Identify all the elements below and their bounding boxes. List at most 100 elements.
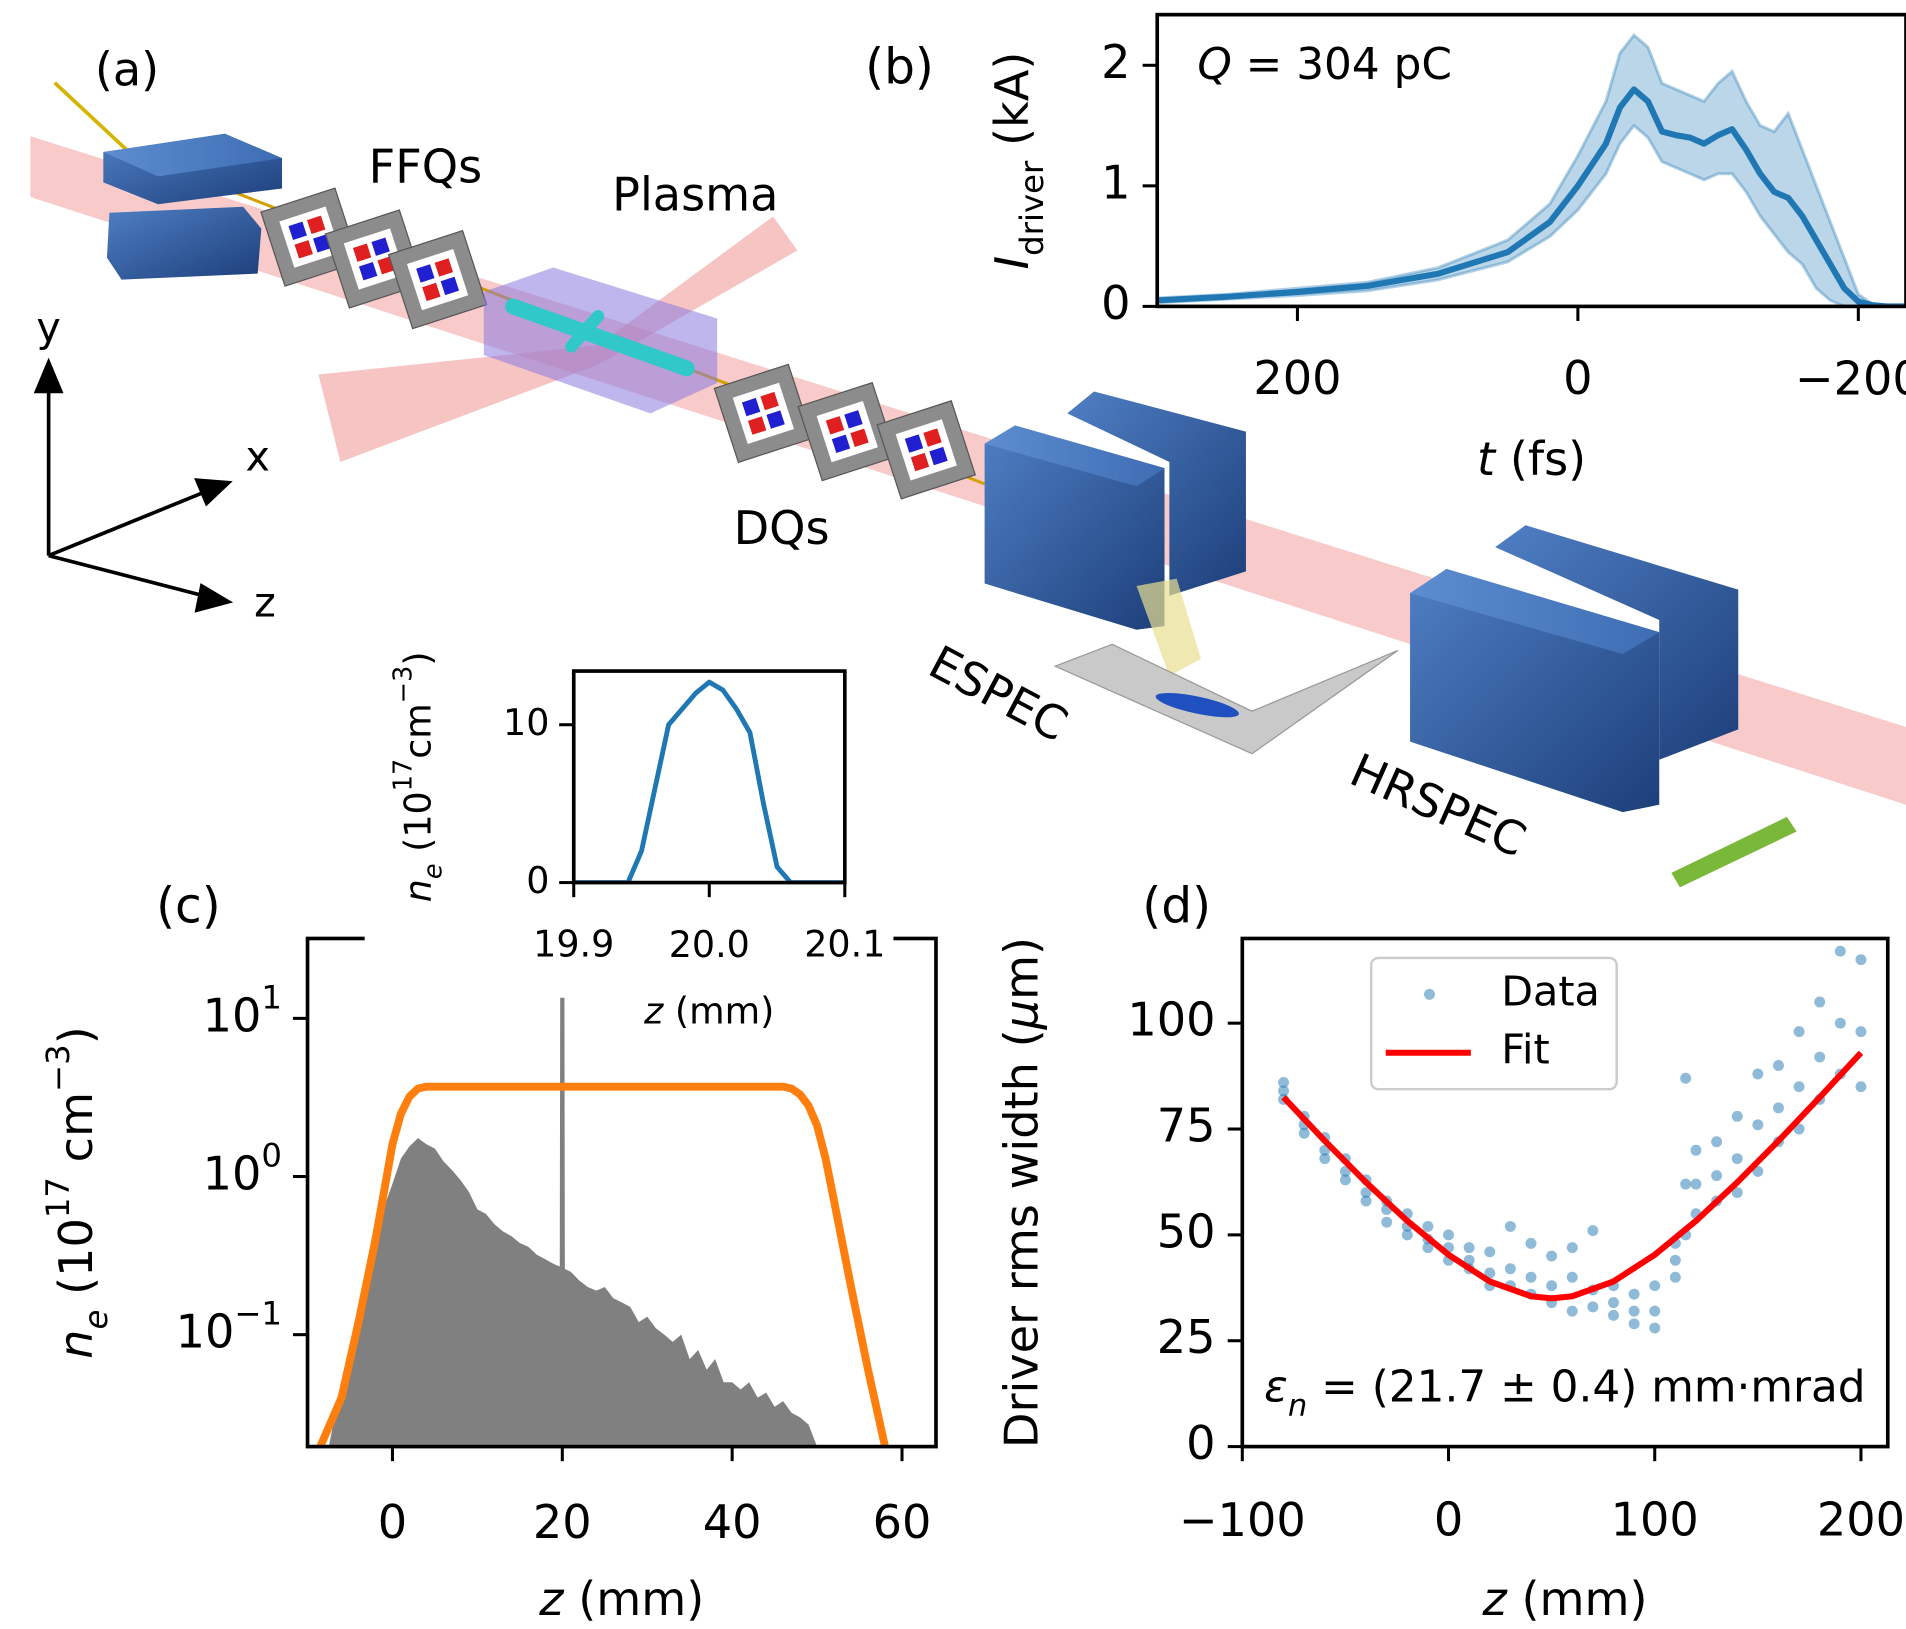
y-axis-label-part: n [396, 879, 439, 902]
hrspec-screen [1671, 816, 1797, 888]
tick-text: 20.0 [669, 922, 750, 965]
x-tick-label: 20.1 [804, 922, 885, 965]
data-point [1731, 1187, 1743, 1199]
tick-exponent: −1 [234, 1295, 282, 1333]
y-tick-label: 0 [526, 859, 549, 902]
line [316, 1082, 889, 1447]
tick-text: 10 [203, 988, 262, 1042]
data-point [1628, 1318, 1640, 1330]
data-point [1731, 1153, 1743, 1165]
data-point [1649, 1322, 1661, 1334]
line [1281, 1050, 1864, 1302]
x-axis-label: t (fs) [1477, 431, 1586, 485]
y-axis-label-part: −3 [388, 666, 418, 704]
data-point [1504, 1220, 1516, 1232]
quadrupole [797, 381, 898, 482]
data-point [1525, 1271, 1537, 1283]
data-point [1546, 1280, 1558, 1292]
data-point [1773, 1060, 1784, 1071]
axis-name: z [254, 578, 276, 626]
component-label: Plasma [612, 168, 778, 222]
data-point [1855, 1081, 1867, 1093]
data-point [1752, 1068, 1764, 1080]
y-tick-label: 2 [1101, 35, 1130, 89]
chart: −100 0 100 200 0 25 50 75 100 z (mm) Driver rms wi… [994, 878, 1905, 1625]
y-axis-label-part: m) [994, 937, 1048, 1000]
y-tick-label: 0 [1186, 1416, 1215, 1470]
y-tick-label: 10 [503, 701, 549, 744]
axis-name: x [245, 433, 269, 481]
inset-background [364, 644, 894, 967]
data-point [1463, 1242, 1475, 1254]
x-tick-label: 100 [1611, 1493, 1699, 1547]
panel-label: (d) [1142, 878, 1211, 934]
y-axis-label: ne (1017cm−3) [388, 651, 448, 902]
x-axis-label-part: t [1477, 431, 1497, 485]
x-tick-label: −200 [1795, 351, 1906, 405]
plasma-capillary [565, 310, 605, 353]
band-edge [1157, 32, 1906, 307]
data-point [1381, 1216, 1393, 1228]
data-point [1628, 1288, 1640, 1300]
data-point [1711, 1170, 1723, 1182]
y-axis-label-part: −3 [39, 1044, 77, 1092]
axes-frame [1155, 12, 1906, 309]
x-axis-label-part: z [538, 1572, 565, 1626]
annotation-part: Q [1197, 39, 1231, 90]
x-tick-label: 0 [378, 1495, 407, 1549]
annotation: Q = 304 pC [1197, 39, 1452, 90]
component-label: DQs [734, 501, 830, 555]
annotation: εn = (21.7 ± 0.4) mm·mrad [1264, 1361, 1865, 1423]
y-tick-label: 101 [203, 978, 282, 1042]
data-point [1814, 1051, 1826, 1063]
data-point [1566, 1271, 1578, 1283]
y-axis-label: Driver rms width (μm) [994, 937, 1048, 1448]
x-axis-label-part: (mm) [663, 989, 774, 1032]
data-point [1731, 1110, 1743, 1122]
plot-area [573, 679, 845, 883]
data-point [1484, 1267, 1496, 1279]
annotation-part: n [1288, 1388, 1307, 1423]
x-tick-label: 20 [533, 1495, 592, 1549]
data-point [1360, 1195, 1372, 1207]
data-point [1649, 1305, 1661, 1317]
data-point [1855, 954, 1867, 966]
tick-text: 10 [203, 1146, 262, 1200]
y-axis-label-part: e [418, 863, 448, 879]
y-axis-label-part: 17 [39, 1177, 77, 1218]
legend-label: Fit [1501, 1026, 1549, 1074]
plot-area [316, 997, 889, 1447]
y-axis-label: ne (1017 cm−3) [39, 1026, 115, 1359]
panel-label: (c) [156, 878, 221, 934]
y-tick-label: 0 [1101, 276, 1130, 330]
data-point [1834, 1017, 1846, 1029]
data-point [1422, 1220, 1434, 1232]
y-axis-label-part: Driver rms width ( [994, 1029, 1048, 1448]
data-point [1484, 1246, 1496, 1258]
data-point [1608, 1309, 1619, 1321]
y-axis-label-part: n [49, 1330, 103, 1359]
tick-text: −100 [1179, 1493, 1306, 1547]
y-axis-label-part: (10 [49, 1218, 103, 1309]
quadrupole [387, 229, 488, 330]
x-tick-label: −100 [1179, 1493, 1306, 1547]
x-axis-label-part: z [643, 989, 664, 1032]
y-tick-label: 10−1 [176, 1295, 282, 1359]
tick-text: −200 [1795, 351, 1906, 405]
data-point [1690, 1178, 1702, 1190]
x-tick-label: 0 [1434, 1493, 1463, 1547]
y-axis-label-part: e [77, 1310, 115, 1330]
data-point [1360, 1187, 1372, 1199]
data-point [1443, 1229, 1454, 1241]
data-point [1793, 1026, 1805, 1038]
data-point [1278, 1076, 1290, 1088]
data-point [1855, 1026, 1867, 1038]
data-point [1680, 1178, 1692, 1190]
y-axis-label-part: cm [49, 1092, 103, 1177]
data-point [1339, 1174, 1351, 1186]
plasma-capillary [505, 298, 695, 377]
panel-label: (b) [865, 40, 934, 96]
data-point [1278, 1085, 1290, 1097]
